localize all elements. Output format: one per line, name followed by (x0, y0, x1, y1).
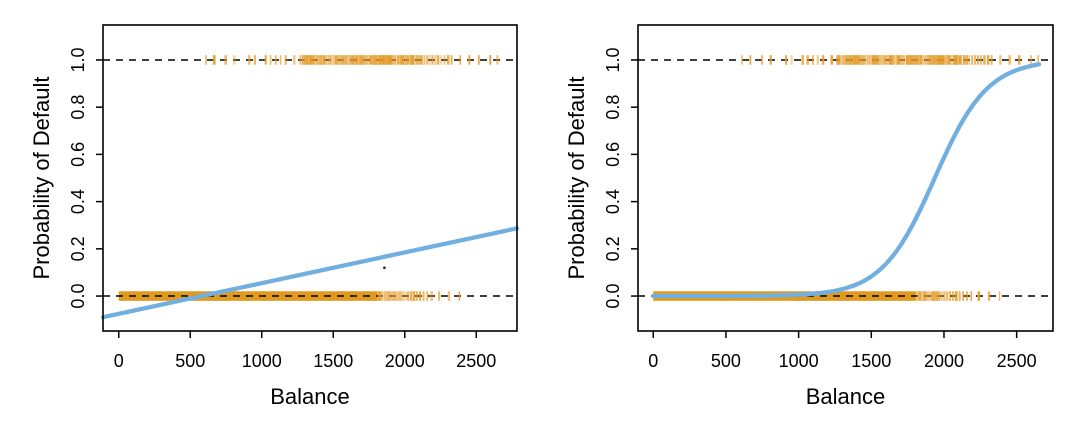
x-tick-label: 1000 (779, 351, 819, 371)
plot-border (637, 24, 1054, 332)
stray-dot (383, 266, 386, 270)
x-tick-label: 2500 (456, 351, 496, 371)
x-tick-label: 0 (114, 351, 124, 371)
y-tick-label: 0.8 (603, 95, 623, 120)
x-tick-label: 0 (648, 351, 658, 371)
x-tick-label: 2000 (924, 351, 964, 371)
x-tick-label: 1500 (851, 351, 891, 371)
y-tick-label: 0.8 (68, 95, 88, 120)
x-tick-label: 1000 (242, 351, 282, 371)
fit-line-linear (100, 226, 520, 320)
y-tick-label: 0.2 (68, 236, 88, 261)
x-tick-label: 2000 (385, 351, 425, 371)
y-tick-label: 0.4 (603, 189, 623, 214)
x-tick-label: 500 (711, 351, 741, 371)
fit-line-logistic (651, 62, 1042, 299)
x-tick-label: 500 (175, 351, 205, 371)
y-tick-label: 0.6 (603, 142, 623, 167)
y-tick-label: 0.6 (68, 142, 88, 167)
y-tick-label: 0.2 (603, 236, 623, 261)
y-axis-title: Probability of Default (564, 77, 589, 280)
y-tick-label: 1.0 (603, 47, 623, 72)
y-axis-title: Probability of Default (29, 77, 54, 280)
y-tick-label: 0.0 (603, 284, 623, 309)
x-tick-label: 2500 (997, 351, 1037, 371)
y-tick-label: 0.0 (68, 284, 88, 309)
y-tick-label: 1.0 (68, 47, 88, 72)
x-axis-title: Balance (270, 384, 350, 409)
plot-border (102, 24, 518, 332)
y-tick-label: 0.4 (68, 189, 88, 214)
x-tick-label: 1500 (313, 351, 353, 371)
x-axis-title: Balance (806, 384, 886, 409)
